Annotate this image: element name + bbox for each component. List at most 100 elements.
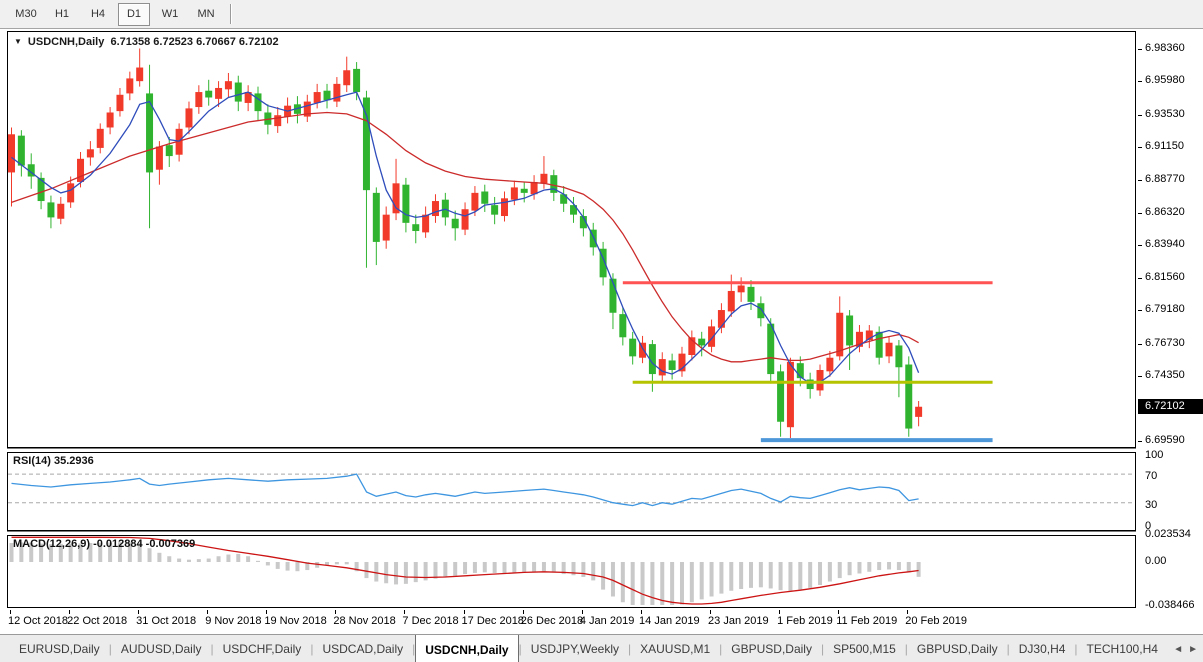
tab-separator: | [518, 642, 522, 656]
date-label: 28 Nov 2018 [333, 615, 396, 627]
date-tick [207, 610, 209, 614]
chart-title: ▼ USDCNH,Daily 6.71358 6.72523 6.70667 6.… [14, 36, 279, 48]
date-tick [838, 610, 840, 614]
tab-separator: | [1006, 642, 1010, 656]
tab-eurusd-daily[interactable]: EURUSD,Daily [19, 642, 100, 656]
tab-separator: | [108, 642, 112, 656]
chart-tabs: EURUSD,Daily | AUDUSD,Daily | USDCHF,Daily | U… [0, 635, 1167, 662]
price-tick-label: 6.74350 [1138, 369, 1185, 382]
tab-usdcad-daily[interactable]: USDCAD,Daily [322, 642, 404, 656]
macd-plot [9, 536, 921, 605]
timeframe-button-m30[interactable]: M30 [15, 8, 37, 20]
price-tick-label: 6.91150 [1138, 140, 1184, 153]
date-label: 11 Feb 2019 [836, 615, 898, 627]
tab-usdjpy-weekly[interactable]: USDJPY,Weekly [530, 642, 619, 656]
rsi-axis-label: 0 [1145, 520, 1152, 533]
tab-scroll-left-icon[interactable]: ◄ [1173, 643, 1184, 655]
date-label: 20 Feb 2019 [905, 615, 968, 627]
tab-gbpusd-daily[interactable]: GBPUSD,Daily [731, 642, 812, 656]
chart-window: ▼ USDCNH,Daily 6.71358 6.72523 6.70667 6.… [0, 29, 1203, 634]
tab-gbpusd-daily[interactable]: GBPUSD,Daily [916, 642, 998, 656]
tab-dj30-h4[interactable]: DJ30,H4 [1018, 642, 1066, 656]
date-tick [907, 610, 909, 614]
date-label: 31 Oct 2018 [136, 615, 197, 627]
price-axis[interactable]: 6.98360 6.95980 6.93530 6.91150 6.88770 6.863… [1137, 29, 1203, 633]
rsi-axis-label: 70 [1145, 470, 1158, 483]
rsi-axis-label: 100 [1145, 448, 1164, 461]
price-tick-label: 6.95980 [1138, 74, 1185, 87]
price-tick-label: 6.76730 [1138, 336, 1185, 349]
tab-separator: | [310, 642, 314, 656]
date-tick [641, 610, 643, 614]
chart-dropdown-icon[interactable]: ▼ [14, 37, 22, 46]
price-tick-label: 6.98360 [1138, 42, 1185, 54]
macd-label: MACD(12,26,9) -0.012884 -0.007369 [13, 538, 196, 550]
chart-tab-bar: EURUSD,Daily | AUDUSD,Daily | USDCHF,Daily | U… [0, 634, 1203, 662]
price-tick-label: 6.88770 [1138, 172, 1185, 185]
price-tick-label: 6.86320 [1138, 206, 1185, 219]
timeframe-buttons: M30 H1 H4 D1 W1 MN [8, 2, 224, 26]
date-axis[interactable]: 12 Oct 2018 22 Oct 2018 31 Oct 2018 9 Nov 2… [7, 610, 1136, 633]
date-tick [581, 610, 583, 614]
main-price-chart[interactable]: ▼ USDCNH,Daily 6.71358 6.72523 6.70667 6.… [7, 31, 1136, 448]
tab-separator: | [210, 642, 214, 656]
tab-sp500-m15[interactable]: SP500,M15 [833, 642, 896, 656]
rsi-axis-label: 30 [1145, 498, 1158, 511]
date-label: 7 Dec 2018 [402, 615, 459, 627]
macd-axis-label: 0.00 [1145, 555, 1167, 567]
macd-axis-label: -0.038466 [1145, 599, 1195, 612]
tab-audusd-daily[interactable]: AUDUSD,Daily [120, 642, 202, 656]
price-tick-label: 6.69590 [1138, 433, 1185, 446]
price-tick-label: 6.93530 [1138, 107, 1185, 120]
tab-separator: | [719, 642, 723, 656]
date-label: 22 Oct 2018 [67, 615, 128, 627]
price-tick-label: 6.79180 [1138, 303, 1185, 316]
date-tick [463, 610, 465, 614]
date-label: 4 Jan 2019 [579, 615, 635, 627]
price-tick-label: 6.83940 [1138, 238, 1185, 251]
date-tick [522, 610, 524, 614]
date-label: 1 Feb 2019 [777, 615, 833, 627]
tab-usdcnh-daily[interactable]: USDCNH,Daily [415, 635, 519, 662]
date-tick [404, 610, 406, 614]
date-tick [266, 610, 268, 614]
current-price-tag: 6.72102 [1138, 398, 1203, 414]
date-tick [10, 610, 11, 614]
timeframe-toolbar: M30 H1 H4 D1 W1 MN [0, 0, 1203, 29]
timeframe-button-h4[interactable]: H4 [90, 8, 106, 20]
tab-separator: | [820, 642, 825, 656]
tab-scroll-arrows: ◄ ► [1170, 635, 1201, 662]
macd-panel[interactable]: MACD(12,26,9) -0.012884 -0.007369 [7, 535, 1136, 608]
date-label: 14 Jan 2019 [639, 615, 700, 627]
date-label: 17 Dec 2018 [461, 615, 524, 627]
tab-separator: | [628, 642, 632, 656]
tab-usdchf-daily[interactable]: USDCHF,Daily [222, 642, 302, 656]
timeframe-button-d1[interactable]: D1 [118, 2, 150, 26]
date-tick [710, 610, 712, 614]
rsi-plot [8, 473, 1133, 507]
rsi-line [11, 473, 919, 507]
macd-histogram [9, 542, 921, 605]
candles-group [8, 48, 923, 439]
price-tick-label: 6.81560 [1138, 270, 1185, 283]
rsi-panel[interactable]: RSI(14) 35.2936 [7, 452, 1136, 531]
date-label: 23 Jan 2019 [708, 615, 769, 627]
date-tick [779, 610, 781, 614]
timeframe-button-h1[interactable]: H1 [54, 8, 70, 20]
date-label: 26 Dec 2018 [520, 615, 584, 627]
tab-separator: | [412, 642, 416, 656]
chart-symbol-label: USDCNH,Daily [27, 36, 105, 48]
date-label: 19 Nov 2018 [264, 615, 327, 627]
timeframe-button-w1[interactable]: W1 [161, 8, 179, 20]
tab-scroll-right-icon[interactable]: ► [1188, 643, 1198, 655]
tab-separator: | [1074, 642, 1078, 656]
tab-tech100-h4[interactable]: TECH100,H4 [1086, 642, 1158, 656]
tab-xauusd-m1[interactable]: XAUUSD,M1 [640, 642, 711, 656]
ma-fast-line [11, 91, 920, 385]
rsi-label: RSI(14) 35.2936 [13, 455, 94, 467]
date-label: 12 Oct 2018 [8, 615, 68, 627]
ma-slow-line [11, 111, 919, 363]
date-label: 9 Nov 2018 [205, 615, 262, 627]
timeframe-button-mn[interactable]: MN [197, 8, 215, 20]
